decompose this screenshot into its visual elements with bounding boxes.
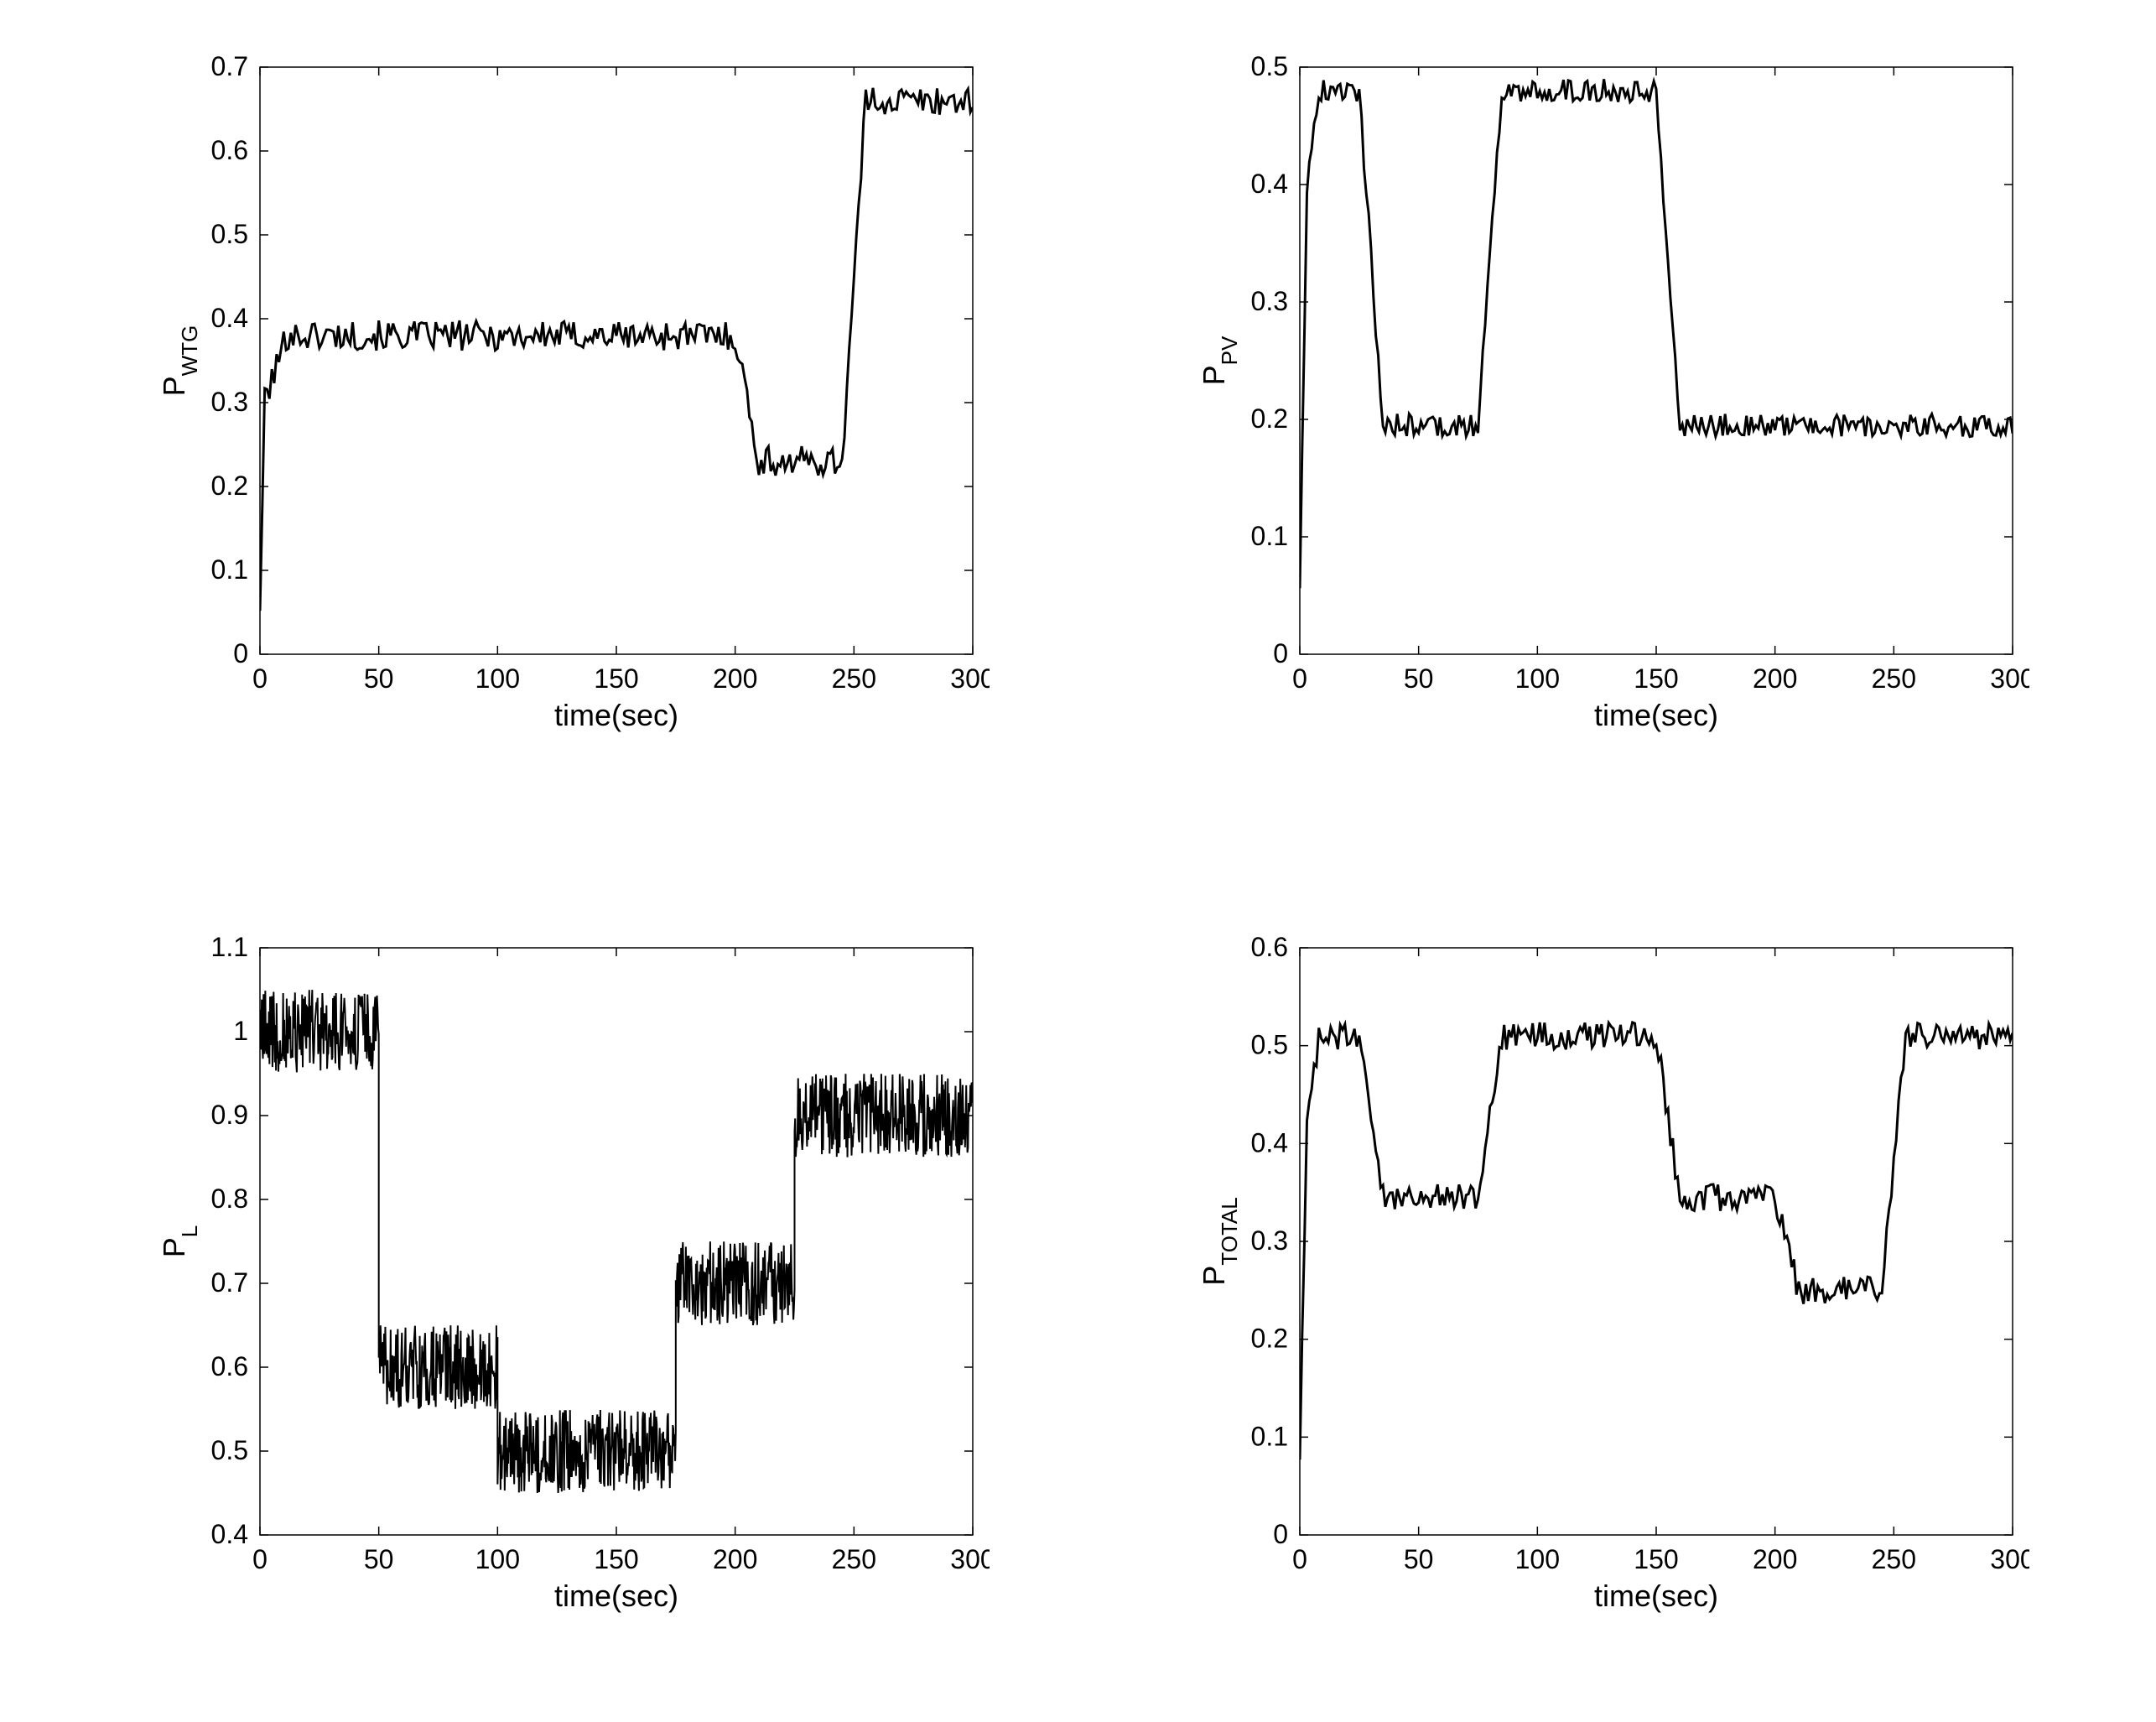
series-line [1300, 1022, 2013, 1459]
y-tick-label: 0.3 [1251, 286, 1288, 316]
x-tick-label: 150 [594, 663, 638, 694]
panel-load: 0 50 100 150 200 250 300 0.4 0.5 0.6 0.7 0.8 0.9 1 1.1… [151, 931, 990, 1627]
y-tick-label: 0.4 [211, 1519, 248, 1549]
y-tick-label: 0.1 [1251, 521, 1288, 551]
y-tick-label: 0 [1273, 638, 1288, 669]
series-line [260, 990, 973, 1493]
x-tick-label: 100 [475, 663, 520, 694]
y-tick-label: 0.5 [1251, 51, 1288, 81]
y-tick-label: 0.7 [211, 1267, 248, 1298]
y-tick-label: 0.8 [211, 1184, 248, 1214]
y-tick-label: 0 [1273, 1519, 1288, 1549]
x-tick-label: 200 [713, 663, 757, 694]
x-tick-label: 50 [364, 663, 394, 694]
y-tick-label: 1.1 [211, 932, 248, 962]
y-tick-label: 0.6 [1251, 932, 1288, 962]
x-axis-label: time(sec) [554, 698, 678, 732]
y-axis-label: PWTG [157, 325, 202, 397]
y-axis-label: PPV [1197, 336, 1242, 385]
panel-total: 0 50 100 150 200 250 300 0 0.1 0.2 0.3 0.4 0.5 0.6 tim… [1191, 931, 2029, 1627]
figure: 05010015020025030000.10.20.30.40.50.60.7… [0, 0, 2156, 1722]
chart-wtg: 0 50 100 150 200 250 300 0 0.1 0.2 0.3 0.4 0.5 0.6 0.7… [151, 50, 990, 747]
plot-box [1300, 67, 2013, 654]
x-tick-label: 50 [1404, 663, 1434, 694]
x-tick-label: 300 [1990, 663, 2029, 694]
y-tick-label: 0.9 [211, 1100, 248, 1130]
y-tick-label: 0.1 [211, 554, 248, 585]
panel-pv: 0 50 100 150 200 250 300 0 0.1 0.2 0.3 0.4 0.5 time(s… [1191, 50, 2029, 747]
x-tick-label: 50 [364, 1544, 394, 1574]
x-tick-label: 300 [950, 663, 990, 694]
y-tick-label: 0.7 [211, 51, 248, 81]
panel-wtg: 0 50 100 150 200 250 300 0 0.1 0.2 0.3 0.4 0.5 0.6 0.7… [151, 50, 990, 747]
x-tick-label: 250 [1872, 1544, 1916, 1574]
chart-total: 0 50 100 150 200 250 300 0 0.1 0.2 0.3 0.4 0.5 0.6 tim… [1191, 931, 2029, 1627]
x-tick-label: 0 [252, 1544, 268, 1574]
y-tick-label: 0.5 [211, 1435, 248, 1465]
x-tick-label: 0 [1292, 1544, 1307, 1574]
plot-box [260, 67, 973, 654]
y-tick-label: 0.3 [211, 387, 248, 417]
x-tick-label: 250 [832, 663, 876, 694]
y-tick-label: 0.2 [1251, 1324, 1288, 1354]
x-tick-label: 50 [1404, 1544, 1434, 1574]
x-tick-label: 0 [252, 663, 268, 694]
x-tick-label: 250 [1872, 663, 1916, 694]
x-tick-label: 200 [1753, 1544, 1797, 1574]
series-line [260, 88, 973, 611]
y-tick-label: 0.5 [211, 219, 248, 249]
y-tick-label: 1 [233, 1016, 248, 1046]
y-tick-label: 0.6 [211, 1351, 248, 1381]
y-axis-label: PL [157, 1225, 202, 1257]
series-line [1300, 79, 2013, 588]
y-tick-label: 0 [233, 638, 248, 669]
x-tick-label: 150 [1634, 663, 1678, 694]
y-tick-label: 0.2 [211, 471, 248, 501]
x-tick-label: 250 [832, 1544, 876, 1574]
y-tick-label: 0.1 [1251, 1421, 1288, 1451]
y-tick-label: 0.4 [211, 303, 248, 333]
chart-pv: 0 50 100 150 200 250 300 0 0.1 0.2 0.3 0.4 0.5 time(s… [1191, 50, 2029, 747]
x-axis-label: time(sec) [554, 1579, 678, 1613]
y-tick-label: 0.3 [1251, 1225, 1288, 1256]
x-tick-label: 300 [950, 1544, 990, 1574]
y-tick-label: 0.6 [211, 135, 248, 165]
x-tick-label: 300 [1990, 1544, 2029, 1574]
y-tick-label: 0.4 [1251, 169, 1288, 199]
x-tick-label: 150 [594, 1544, 638, 1574]
x-tick-label: 0 [1292, 663, 1307, 694]
y-tick-label: 0.2 [1251, 403, 1288, 434]
x-axis-label: time(sec) [1594, 1579, 1718, 1613]
y-tick-label: 0.4 [1251, 1127, 1288, 1158]
x-axis-label: time(sec) [1594, 698, 1718, 732]
x-tick-label: 100 [1515, 1544, 1560, 1574]
x-tick-label: 200 [713, 1544, 757, 1574]
chart-load: 0 50 100 150 200 250 300 0.4 0.5 0.6 0.7 0.8 0.9 1 1.1… [151, 931, 990, 1627]
y-axis-label: PTOTAL [1197, 1197, 1242, 1285]
x-tick-label: 200 [1753, 663, 1797, 694]
y-tick-label: 0.5 [1251, 1030, 1288, 1060]
x-tick-label: 100 [475, 1544, 520, 1574]
x-tick-label: 100 [1515, 663, 1560, 694]
x-tick-label: 150 [1634, 1544, 1678, 1574]
